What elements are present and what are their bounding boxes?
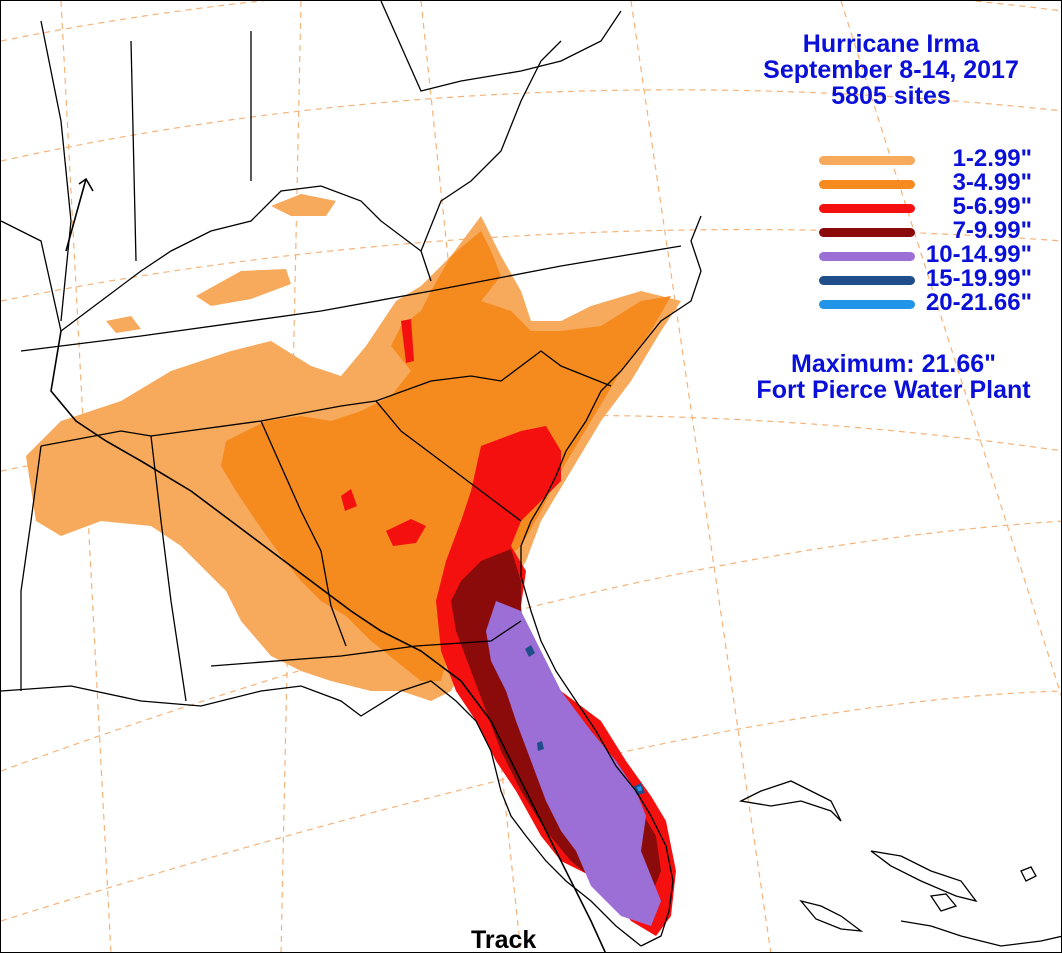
state-border-ky xyxy=(60,185,432,332)
state-border-wv xyxy=(420,40,562,252)
legend-swatch xyxy=(819,300,915,309)
state-border-tn-north xyxy=(40,400,377,447)
state-border-indiana xyxy=(130,40,137,262)
legend-item: 1-2.99" xyxy=(817,145,1037,172)
rain-band-10-15 xyxy=(486,601,661,926)
rain-band-3-5 xyxy=(221,231,671,681)
gulf-coastline xyxy=(1,680,642,947)
state-border-la-ms xyxy=(20,445,42,691)
legend-swatch xyxy=(819,180,915,189)
legend-label: 20-21.66" xyxy=(925,289,1032,316)
track-line xyxy=(50,330,606,952)
legend-item: 7-9.99" xyxy=(817,217,1037,244)
legend-swatch xyxy=(819,252,915,261)
rain-band-15-20 xyxy=(525,645,535,657)
legend-label: 10-14.99" xyxy=(925,241,1032,268)
bahamas-outline xyxy=(738,780,842,822)
legend-label: 7-9.99" xyxy=(952,217,1032,244)
legend-label: 3-4.99" xyxy=(952,169,1032,196)
state-border-illinois xyxy=(40,20,72,322)
legend-swatch xyxy=(819,156,915,165)
legend-item: 5-6.99" xyxy=(817,193,1037,220)
legend-swatch xyxy=(819,204,915,213)
state-border-mid-atlantic xyxy=(380,1,622,92)
title-line-3: 5805 sites xyxy=(831,82,951,110)
legend-item: 3-4.99" xyxy=(817,169,1037,196)
rainfall-contours xyxy=(26,194,681,936)
legend-swatch xyxy=(819,228,915,237)
legend-item: 10-14.99" xyxy=(817,241,1037,268)
legend-label: 5-6.99" xyxy=(952,193,1032,220)
maximum-site: Fort Pierce Water Plant xyxy=(756,376,1031,404)
legend-item: 20-21.66" xyxy=(817,289,1037,316)
state-border-va-nc xyxy=(20,245,682,352)
state-border-nc-sc xyxy=(375,350,612,402)
track-arrow xyxy=(65,177,94,252)
state-border-ga-al xyxy=(260,420,347,647)
state-border-ms-al xyxy=(150,435,187,702)
map-title: Hurricane Irma September 8-14, 2017 5805… xyxy=(701,30,1061,110)
legend-item: 15-19.99" xyxy=(817,265,1037,292)
legend-label: 15-19.99" xyxy=(925,265,1032,292)
rain-band-20-22 xyxy=(637,786,642,791)
state-border-ga-sc xyxy=(375,400,522,522)
state-border-fl xyxy=(210,620,522,667)
maximum-value: Maximum: 21.66" xyxy=(791,350,996,378)
atlantic-coastline xyxy=(520,215,702,947)
maximum-note: Maximum: 21.66" Fort Pierce Water Plant xyxy=(701,350,1061,404)
legend-label: 1-2.99" xyxy=(952,145,1032,172)
state-border-missouri xyxy=(1,220,62,332)
title-line-2: September 8-14, 2017 xyxy=(763,56,1019,84)
legend-swatch xyxy=(819,276,915,285)
title-line-1: Hurricane Irma xyxy=(802,30,980,58)
track-label: Track xyxy=(471,926,537,953)
legend: 1-2.99" 3-4.99" 5-6.99" 7-9.99" 10-14.99… xyxy=(817,145,1037,316)
